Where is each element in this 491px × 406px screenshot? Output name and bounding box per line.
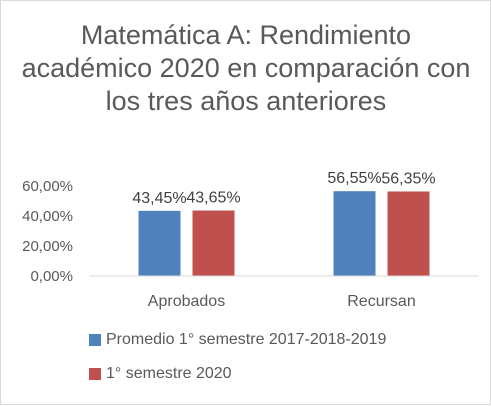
legend-item-series-2: 1° semestre 2020 [89,363,386,385]
bar-1-1 [138,210,181,276]
legend-label-series-2: 1° semestre 2020 [106,365,232,382]
legend-label-series-1: Promedio 1° semestre 2017-2018-2019 [106,331,387,348]
data-label-2-2: 56,35% [381,170,435,187]
bar-1-2 [333,191,376,276]
bar-2-1 [192,210,235,276]
chart-title: Matemática A: Rendimiento académico 2020… [21,20,471,116]
y-tick-label-1: 20,00% [22,238,73,255]
y-tick-label-2: 40,00% [22,208,73,225]
y-tick-label-0: 0,00% [30,268,73,285]
legend-item-series-1: Promedio 1° semestre 2017-2018-2019 [89,329,386,351]
data-label-1-1: 43,45% [132,190,186,207]
legend: Promedio 1° semestre 2017-2018-2019 1° s… [89,329,386,397]
bar-2-2 [387,191,430,276]
category-label-2: Recursan [347,293,415,310]
category-label-1: Aprobados [148,293,225,310]
legend-swatch-series-1 [89,334,101,346]
data-label-2-1: 43,65% [186,190,240,207]
data-label-1-2: 56,55% [327,170,381,187]
legend-swatch-series-2 [89,368,101,380]
y-tick-label-3: 60,00% [22,178,73,195]
